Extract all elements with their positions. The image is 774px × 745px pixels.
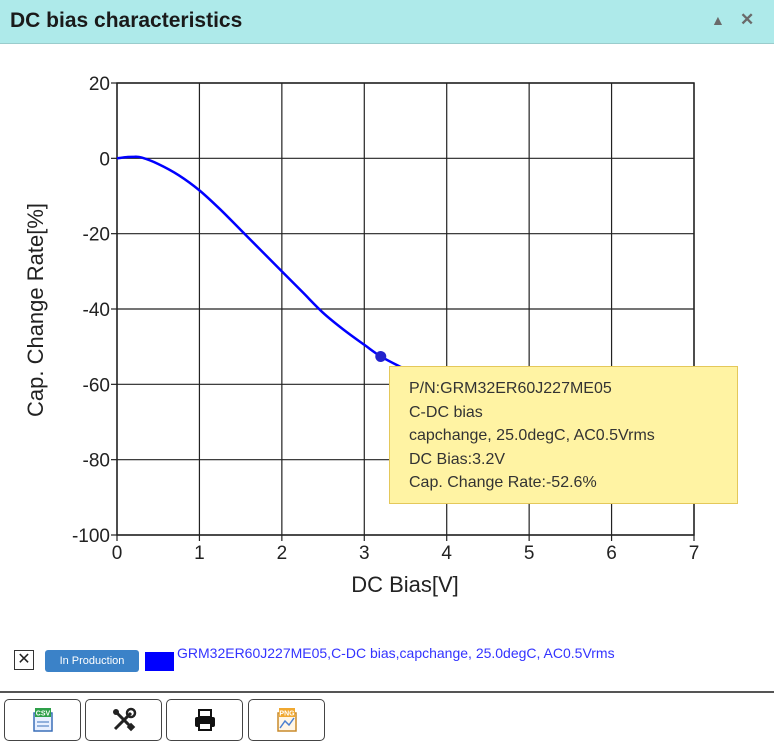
- x-axis-label: DC Bias[V]: [351, 572, 459, 597]
- y-tick-label: -80: [83, 451, 110, 472]
- series-color-swatch: [145, 652, 174, 671]
- print-icon: [194, 709, 215, 731]
- png-badge-text: PNG: [279, 711, 295, 718]
- y-axis-label: Cap. Change Rate[%]: [23, 203, 48, 417]
- x-tick-label: 2: [277, 543, 288, 564]
- y-tick-labels: 20 0 -20 -40 -60 -80 -100: [72, 74, 110, 547]
- tools-button[interactable]: [85, 699, 162, 741]
- y-tick-label: -20: [83, 225, 110, 246]
- y-tick-label: -60: [83, 375, 110, 396]
- title-bar: DC bias characteristics ▲ ✕: [0, 0, 774, 44]
- y-tick-label: -40: [83, 300, 110, 321]
- x-tick-label: 3: [359, 543, 370, 564]
- print-button[interactable]: [166, 699, 243, 741]
- triangle-up-icon[interactable]: ▲: [711, 12, 725, 28]
- y-tick-label: 0: [99, 149, 110, 170]
- legend-row: ✕ In Production GRM32ER60J227ME05,C-DC b…: [0, 640, 774, 690]
- divider: [0, 691, 774, 693]
- window-title: DC bias characteristics: [10, 9, 243, 32]
- series-remove-checkbox[interactable]: ✕: [14, 650, 34, 670]
- tooltip-type: C-DC bias: [409, 403, 483, 421]
- tooltip-bias: DC Bias:3.2V: [409, 450, 506, 468]
- csv-export-icon: CSV: [32, 708, 53, 732]
- tooltip-condition: capchange, 25.0degC, AC0.5Vrms: [409, 427, 655, 444]
- x-tick-label: 6: [606, 543, 617, 564]
- x-tick-label: 7: [689, 543, 700, 564]
- close-icon[interactable]: ✕: [740, 10, 755, 29]
- tools-icon: [112, 707, 136, 732]
- x-tick-label: 5: [524, 543, 535, 564]
- csv-badge-text: CSV: [35, 711, 50, 718]
- x-tick-label: 1: [194, 543, 205, 564]
- series-line: [116, 155, 402, 369]
- legend-label[interactable]: GRM32ER60J227ME05,C-DC bias,capchange, 2…: [177, 645, 615, 661]
- highlight-point: [375, 350, 387, 362]
- csv-export-button[interactable]: CSV: [4, 699, 81, 741]
- tooltip-pn: P/N:GRM32ER60J227ME05: [409, 380, 612, 397]
- png-export-button[interactable]: PNG: [248, 699, 325, 741]
- data-tooltip: P/N:GRM32ER60J227ME05 C-DC bias capchang…: [389, 366, 738, 504]
- bottom-toolbar: CSV PNG: [0, 697, 774, 745]
- tooltip-rate: Cap. Change Rate:-52.6%: [409, 474, 597, 491]
- y-tick-label: 20: [89, 74, 110, 95]
- png-export-icon: PNG: [276, 708, 297, 732]
- x-tick-label: 4: [441, 543, 452, 564]
- x-tick-labels: 0 1 2 3 4 5 6 7: [112, 543, 700, 564]
- x-tick-label: 0: [112, 543, 123, 564]
- y-tick-label: -100: [72, 526, 110, 547]
- status-badge: In Production: [45, 650, 139, 672]
